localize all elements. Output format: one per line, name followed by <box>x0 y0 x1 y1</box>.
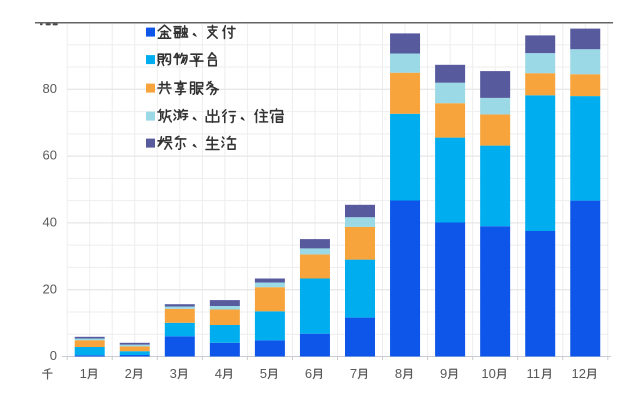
svg-text:8: 8 <box>395 366 402 381</box>
svg-text:40: 40 <box>43 215 57 230</box>
svg-text:1: 1 <box>80 366 87 381</box>
svg-text:11: 11 <box>526 366 540 381</box>
svg-text:2: 2 <box>125 366 132 381</box>
svg-text:0: 0 <box>50 348 57 363</box>
svg-text:6: 6 <box>305 366 312 381</box>
svg-text:12: 12 <box>572 366 586 381</box>
svg-text:7: 7 <box>350 366 357 381</box>
svg-text:9: 9 <box>440 366 447 381</box>
svg-text:10: 10 <box>481 366 495 381</box>
svg-text:5: 5 <box>260 366 267 381</box>
svg-text:80: 80 <box>43 81 57 96</box>
svg-text:60: 60 <box>43 148 57 163</box>
svg-text:20: 20 <box>43 281 57 296</box>
svg-text:4: 4 <box>215 366 222 381</box>
svg-text:3: 3 <box>170 366 177 381</box>
